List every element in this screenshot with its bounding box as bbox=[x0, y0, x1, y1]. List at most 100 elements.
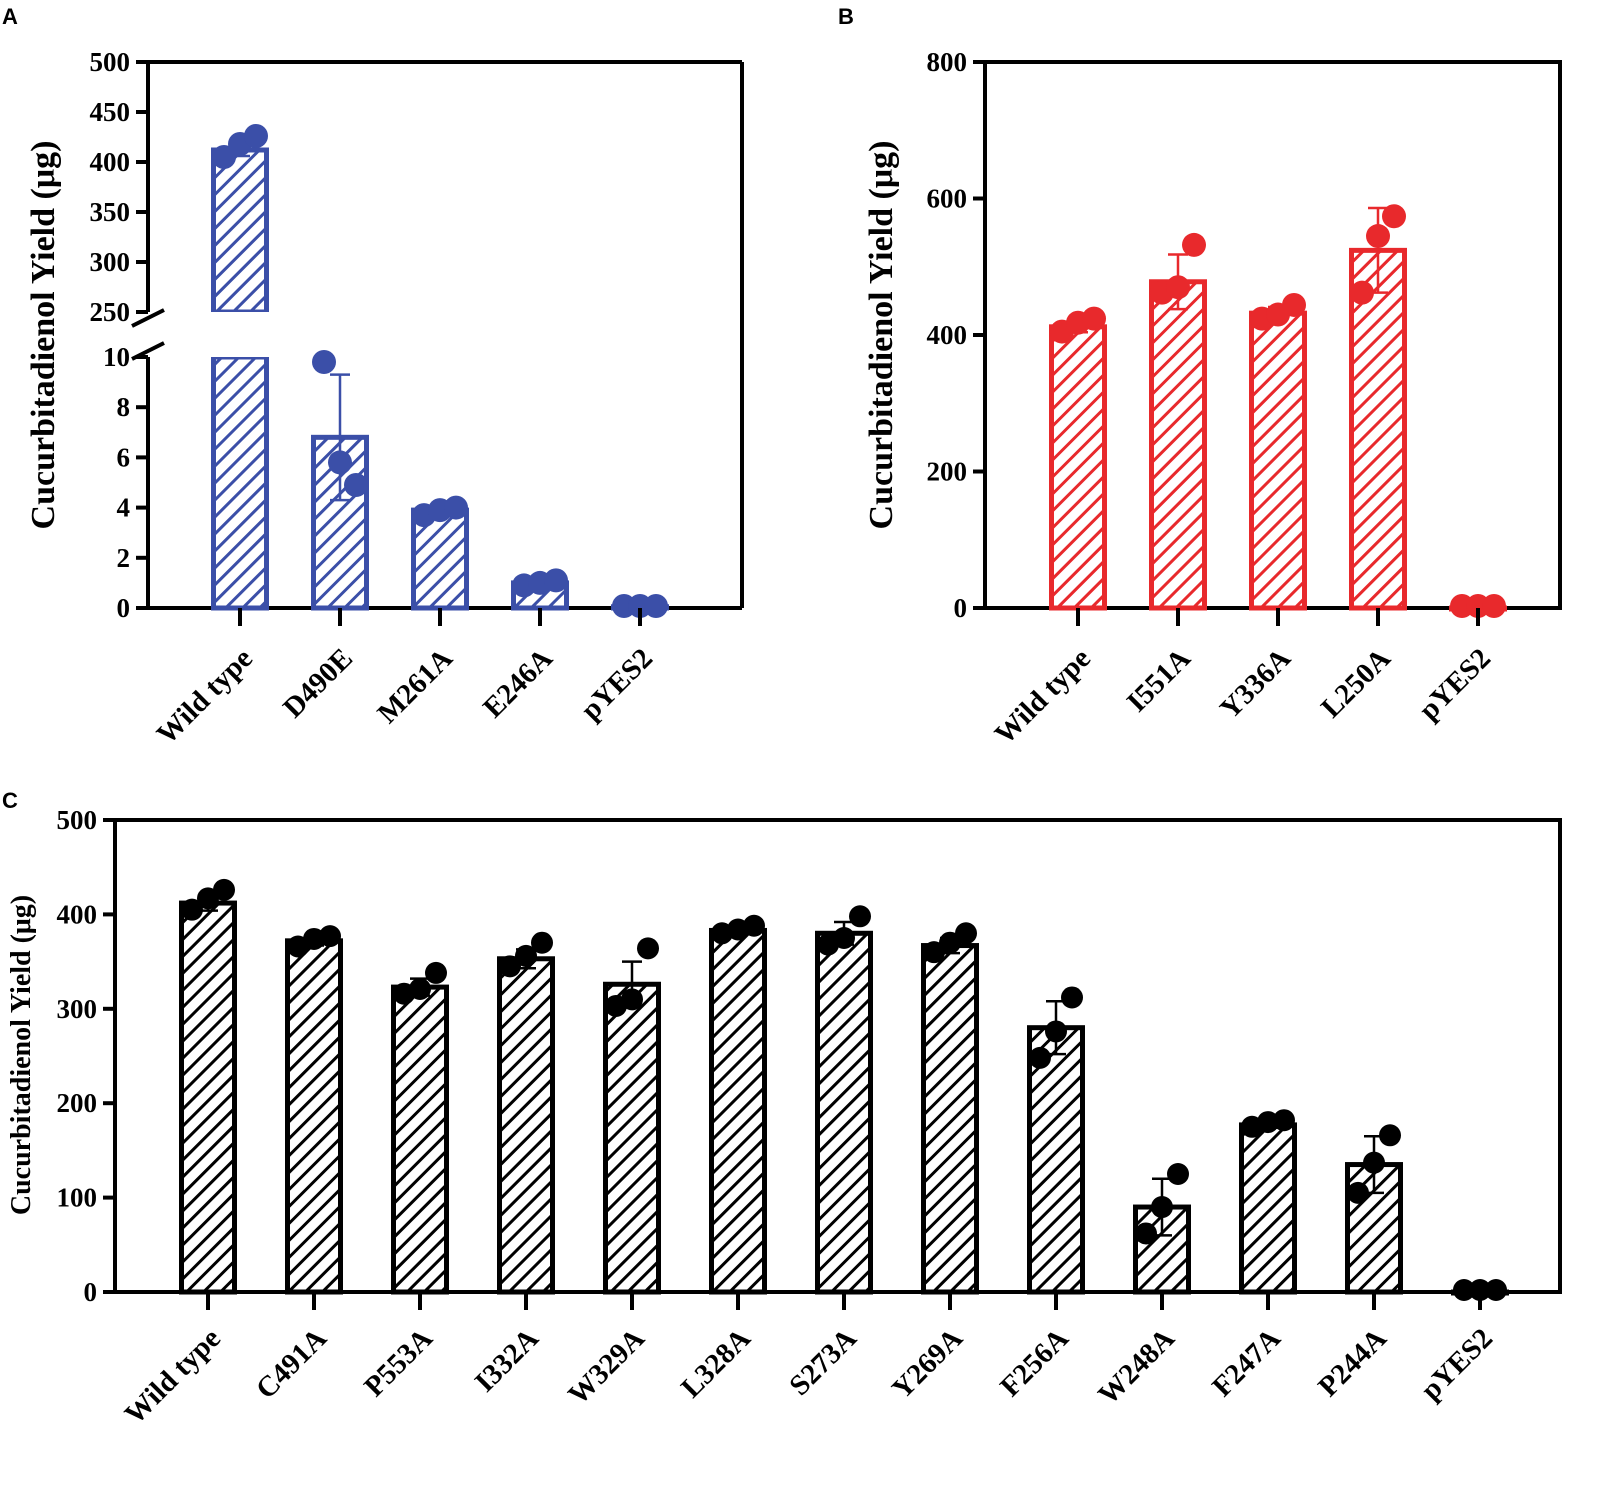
pa-y-tick-label: 4 bbox=[117, 493, 131, 523]
pc-category-label: Y269A bbox=[886, 1322, 969, 1405]
pc-data-point bbox=[955, 922, 977, 945]
pa-data-point bbox=[328, 450, 352, 475]
pc-bar bbox=[709, 927, 767, 1295]
pa-y-tick-label: 8 bbox=[117, 392, 131, 422]
pc-category-label: F247A bbox=[1206, 1322, 1287, 1403]
pa-data-point bbox=[244, 124, 268, 148]
y-axis-label-b: Cucurbitadienol Yield (μg) bbox=[863, 141, 900, 530]
pc-data-point bbox=[213, 878, 235, 901]
pc-category-label: L328A bbox=[675, 1322, 757, 1404]
pc-y-tick-label: 0 bbox=[84, 1277, 98, 1307]
pa-y-tick-label: 6 bbox=[117, 442, 131, 472]
pc-category-label: F256A bbox=[994, 1322, 1075, 1403]
pc-data-point bbox=[923, 941, 945, 964]
panel-b-marks: 0 200 400 600 800 Wild type I551A Y336A L250A pYE… bbox=[927, 47, 1562, 751]
pa-y-tick-label: 0 bbox=[117, 593, 131, 623]
y-axis-label-c: Cucurbitadienol Yield (μg) bbox=[6, 895, 37, 1215]
panel-letter-c: C bbox=[2, 788, 18, 813]
pa-y-tick-label: 400 bbox=[90, 147, 131, 177]
pb-data-point bbox=[1082, 306, 1106, 331]
pc-data-point bbox=[515, 944, 537, 967]
pa-break-mark-upper bbox=[131, 308, 165, 328]
pa-y-tick-label: 10 bbox=[103, 342, 130, 372]
pc-data-point bbox=[181, 898, 203, 921]
pb-category-label: L250A bbox=[1315, 642, 1397, 724]
pc-data-point bbox=[1045, 1020, 1067, 1043]
pc-category-label: Wild type bbox=[119, 1322, 227, 1430]
pa-data-point bbox=[644, 594, 668, 618]
pc-category-label: pYES2 bbox=[1415, 1322, 1499, 1406]
pb-category-label: I551A bbox=[1121, 642, 1197, 718]
panel-a: A Cucurbitadienol Yield (μg) 0 2 4 6 8 10 250 3… bbox=[2, 4, 744, 751]
pa-y-tick-label: 300 bbox=[90, 247, 131, 277]
pb-data-point bbox=[1366, 224, 1390, 249]
panel-a-marks: 0 2 4 6 8 10 250 300 350 400 450 500 Wild type D490E M… bbox=[90, 47, 744, 751]
pc-data-point bbox=[531, 931, 553, 954]
pc-category-label: P244A bbox=[1312, 1322, 1393, 1403]
pc-data-point bbox=[833, 927, 855, 949]
pc-data-point bbox=[1135, 1222, 1157, 1245]
pc-y-tick-label: 300 bbox=[57, 994, 98, 1024]
pb-y-tick-label: 600 bbox=[927, 184, 968, 214]
pc-bar bbox=[921, 943, 979, 1295]
pc-data-point bbox=[637, 937, 659, 960]
pa-data-point bbox=[544, 568, 568, 593]
pa-y-tick-label: 250 bbox=[90, 297, 131, 327]
pc-data-point bbox=[1167, 1163, 1189, 1185]
pa-y-tick-label: 500 bbox=[90, 47, 131, 77]
pc-bar bbox=[1027, 1025, 1085, 1295]
panel-letter-b: B bbox=[838, 4, 854, 29]
pa-y-tick-label: 350 bbox=[90, 197, 131, 227]
pb-y-tick-label: 800 bbox=[927, 47, 968, 77]
pc-bar bbox=[1239, 1122, 1297, 1295]
pa-data-point bbox=[212, 145, 236, 169]
pc-category-label: P553A bbox=[358, 1322, 439, 1403]
pc-category-label: I332A bbox=[469, 1322, 545, 1398]
pb-bar bbox=[1149, 279, 1207, 611]
pb-category-label: Y336A bbox=[1214, 642, 1297, 725]
pc-data-point bbox=[743, 914, 765, 937]
pc-data-point bbox=[1061, 986, 1083, 1009]
pc-bar bbox=[497, 956, 555, 1295]
pc-data-point bbox=[1029, 1046, 1051, 1069]
pa-data-point bbox=[344, 473, 368, 498]
pc-y-tick-label: 100 bbox=[57, 1183, 98, 1213]
pc-data-point bbox=[499, 955, 521, 978]
pa-category-label: D490E bbox=[277, 642, 359, 724]
pb-data-point bbox=[1166, 275, 1190, 300]
pc-data-point bbox=[1469, 1279, 1491, 1301]
pc-y-tick-label: 500 bbox=[57, 805, 98, 835]
pc-data-point bbox=[939, 931, 961, 954]
pc-data-point bbox=[1379, 1124, 1401, 1147]
pb-category-label: Wild type bbox=[989, 642, 1097, 750]
panel-letter-a: A bbox=[2, 4, 18, 29]
pc-bar bbox=[179, 900, 237, 1295]
pc-data-point bbox=[1485, 1279, 1507, 1301]
y-axis-label-a: Cucurbitadienol Yield (μg) bbox=[25, 141, 62, 530]
pb-data-point bbox=[1482, 594, 1506, 618]
pc-data-point bbox=[409, 977, 431, 1000]
pc-data-point bbox=[849, 905, 871, 928]
pb-y-tick-label: 200 bbox=[927, 457, 968, 487]
pb-y-tick-label: 0 bbox=[954, 593, 968, 623]
pa-y-tick-label: 2 bbox=[117, 543, 131, 573]
pa-data-point bbox=[444, 495, 468, 520]
pa-bar-break-gap bbox=[210, 312, 270, 357]
pc-data-point bbox=[1453, 1279, 1475, 1301]
pc-category-label: C491A bbox=[250, 1322, 333, 1405]
pa-category-label: pYES2 bbox=[575, 642, 659, 726]
pb-bar bbox=[1249, 310, 1307, 611]
pa-bar-lower bbox=[211, 354, 269, 611]
pc-data-point bbox=[425, 961, 447, 984]
pa-y-tick-label: 450 bbox=[90, 97, 131, 127]
pc-data-point bbox=[621, 988, 643, 1011]
pb-data-point bbox=[1282, 292, 1306, 317]
pc-data-point bbox=[1151, 1196, 1173, 1219]
pc-data-point bbox=[1347, 1181, 1369, 1204]
pb-category-label: pYES2 bbox=[1413, 642, 1497, 726]
pb-data-point bbox=[1350, 280, 1374, 305]
pa-bar bbox=[211, 147, 269, 315]
panel-c-marks: 0 100 200 300 400 500 Wild type C491A P553A I332A… bbox=[57, 805, 1562, 1431]
pc-category-label: W329A bbox=[562, 1322, 651, 1411]
